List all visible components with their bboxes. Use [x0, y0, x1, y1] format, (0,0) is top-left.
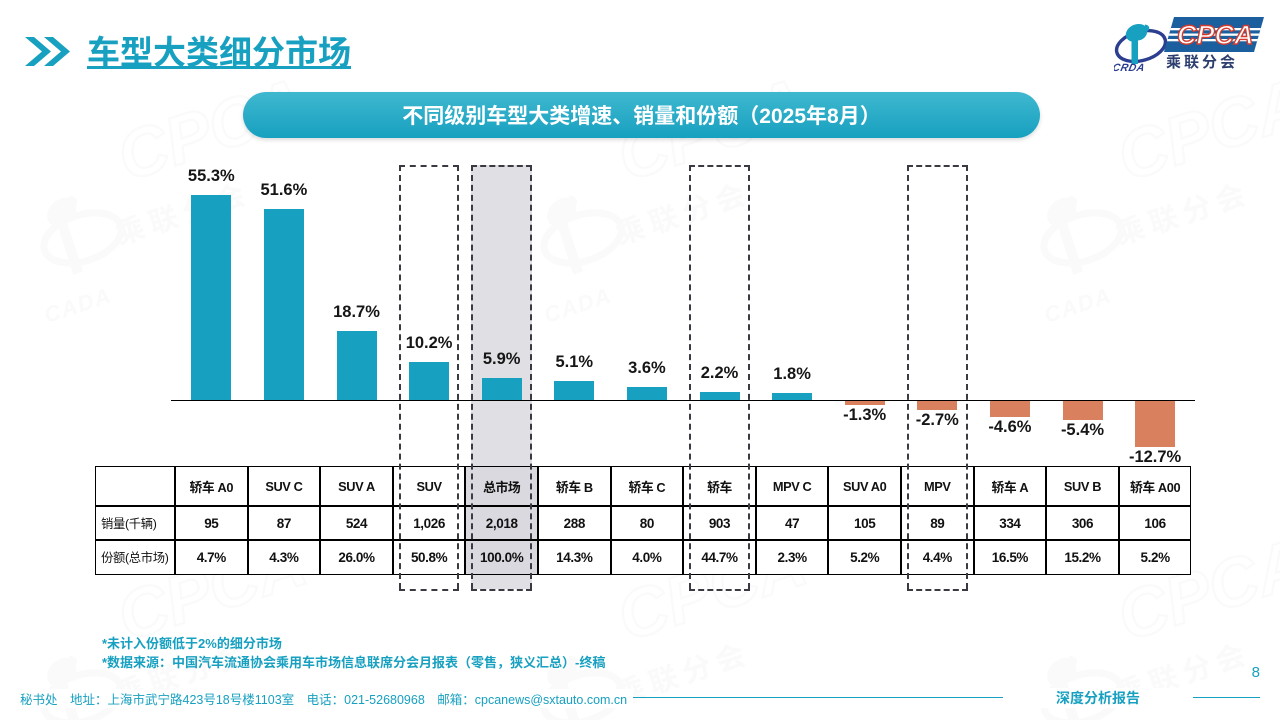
svg-text:乘联分会: 乘联分会	[1166, 51, 1238, 72]
svg-text:CRDA: CRDA	[1114, 62, 1146, 74]
svg-text:CPCA: CPCA	[1177, 20, 1254, 50]
